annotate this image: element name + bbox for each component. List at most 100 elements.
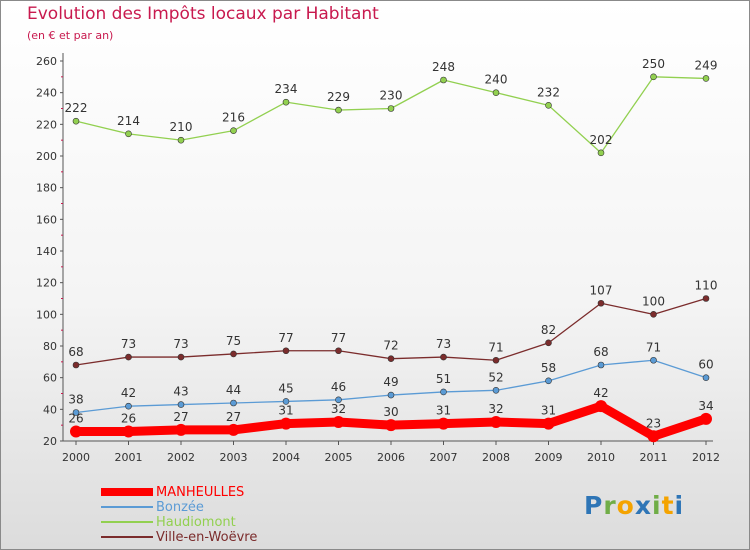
data-point [545, 377, 552, 385]
data-label: 43 [173, 385, 188, 399]
data-label: 31 [278, 404, 293, 418]
data-point [125, 353, 132, 361]
data-label: 249 [695, 58, 718, 72]
data-point [702, 295, 710, 302]
x-tick-label: 2011 [640, 451, 668, 464]
data-label: 71 [488, 340, 503, 354]
legend-swatch [101, 488, 153, 496]
data-label: 73 [436, 337, 451, 351]
data-point [492, 356, 500, 364]
x-tick-label: 2010 [587, 451, 615, 464]
logo-letter: i [652, 491, 662, 520]
data-point [230, 350, 237, 358]
legend-label: Ville-en-Woëvre [156, 530, 258, 545]
y-tick-label: 180 [36, 182, 57, 195]
logo-letter: P [584, 491, 604, 520]
data-point [177, 136, 185, 144]
legend-swatch [101, 506, 153, 508]
line-chart: 20 40 60 80 100 120 140 160 180 200 220 240 260 2000 2… [36, 53, 720, 464]
data-label: 27 [226, 410, 241, 424]
data-label: 34 [698, 399, 713, 413]
legend-swatch [101, 521, 153, 523]
data-label: 42 [121, 386, 136, 400]
data-point [125, 402, 132, 410]
data-label: 240 [485, 73, 508, 87]
data-label: 222 [65, 101, 88, 115]
data-point [282, 347, 290, 355]
data-point [440, 76, 447, 84]
x-tick-label: 2005 [325, 451, 353, 464]
data-label: 26 [68, 412, 83, 426]
data-point [125, 130, 132, 138]
x-tick-label: 2000 [62, 451, 90, 464]
data-label: 32 [331, 402, 346, 416]
data-label: 52 [488, 370, 503, 384]
data-label: 32 [488, 402, 503, 416]
data-label: 27 [173, 410, 188, 424]
series-line-ville-en-woëvre [75, 297, 707, 366]
data-label: 51 [436, 372, 451, 386]
data-label: 202 [590, 133, 613, 147]
data-label: 214 [117, 114, 140, 128]
legend-label: MANHEULLES [156, 485, 245, 500]
data-point [650, 73, 657, 81]
data-point [72, 409, 80, 416]
x-tick-label: 2001 [115, 451, 143, 464]
data-label: 77 [331, 331, 346, 345]
data-label: 30 [383, 405, 398, 419]
data-label: 210 [170, 120, 193, 134]
data-label: 73 [121, 337, 136, 351]
x-tick-label: 2004 [272, 451, 300, 464]
data-point [387, 105, 395, 112]
data-label: 100 [642, 294, 665, 308]
y-tick-label: 140 [36, 245, 57, 258]
y-tick-label: 260 [36, 55, 57, 68]
data-point [647, 430, 660, 443]
y-tick-label: 20 [43, 435, 57, 448]
data-label: 58 [541, 361, 556, 375]
data-label: 71 [646, 340, 661, 354]
data-point [545, 339, 552, 347]
data-point [335, 106, 342, 114]
logo-letter: t [661, 491, 675, 520]
data-point [490, 416, 502, 428]
data-point [335, 347, 342, 355]
chart-title: Evolution des Impôts locaux par Habitant [27, 4, 379, 24]
data-point [542, 417, 555, 430]
legend-swatch [101, 536, 153, 538]
x-tick-label: 2012 [692, 451, 720, 464]
data-point [230, 127, 237, 134]
data-label: 45 [278, 381, 293, 395]
data-label: 38 [68, 393, 83, 407]
data-point [230, 399, 237, 407]
data-label: 216 [222, 111, 245, 125]
x-tick-label: 2006 [377, 451, 405, 464]
data-label: 46 [331, 380, 346, 394]
data-label: 73 [173, 337, 188, 351]
data-label: 23 [646, 416, 661, 430]
data-point [175, 423, 187, 436]
data-label: 42 [593, 386, 608, 400]
data-label: 250 [642, 57, 665, 71]
data-label: 60 [698, 358, 713, 372]
proxiti-logo: Proxiti [584, 491, 684, 520]
x-tick-label: 2002 [167, 451, 195, 464]
logo-letter: o [616, 491, 635, 520]
data-label: 68 [68, 345, 83, 359]
data-point [72, 361, 80, 369]
data-label: 234 [275, 82, 298, 96]
data-point [440, 388, 447, 396]
y-tick-label: 40 [43, 403, 57, 416]
data-point [650, 356, 657, 364]
data-point [437, 417, 450, 430]
data-point [122, 425, 135, 438]
data-point [492, 387, 500, 394]
chart-subtitle: (en € et par an) [27, 29, 114, 42]
data-point [280, 417, 292, 430]
legend-label: Bonzée [156, 500, 204, 515]
data-label: 107 [590, 283, 613, 297]
data-label: 229 [327, 90, 350, 104]
data-label: 82 [541, 323, 556, 337]
legend-label: Haudiomont [156, 515, 236, 530]
data-point [492, 89, 500, 96]
